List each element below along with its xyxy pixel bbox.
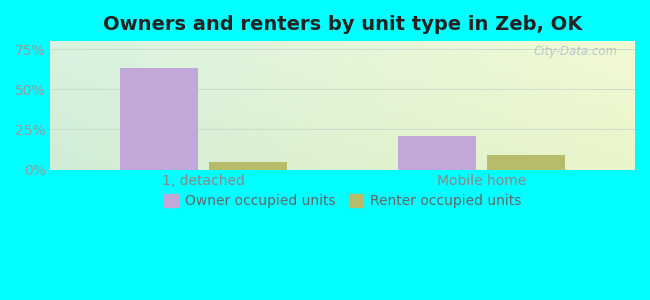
Bar [398,136,476,170]
Legend: Owner occupied units, Renter occupied units: Owner occupied units, Renter occupied un… [159,189,527,214]
Text: City-Data.com: City-Data.com [534,45,618,58]
Bar [488,155,566,169]
Bar [209,161,287,169]
Title: Owners and renters by unit type in Zeb, OK: Owners and renters by unit type in Zeb, … [103,15,582,34]
Bar [120,68,198,170]
